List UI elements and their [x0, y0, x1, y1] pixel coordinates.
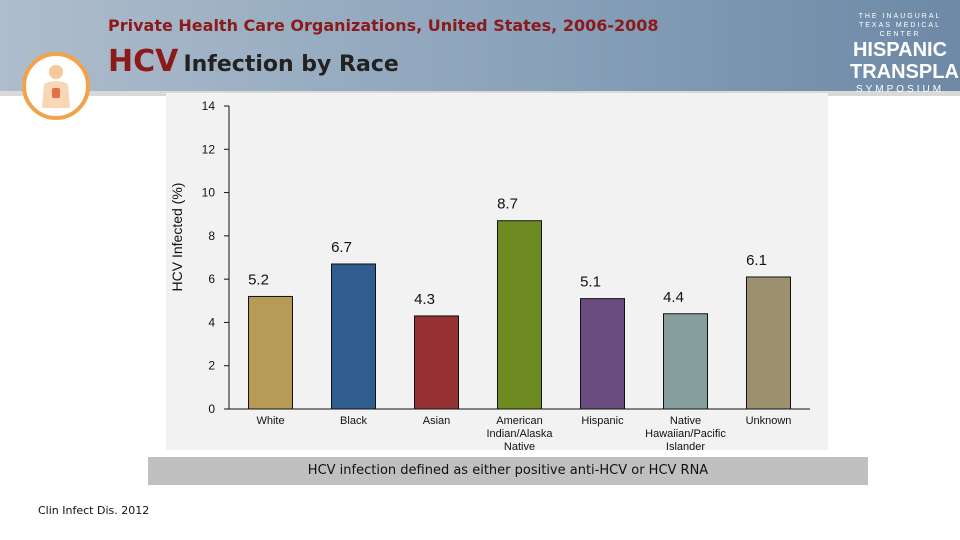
bar: [746, 276, 791, 410]
data-label: 4.4: [663, 289, 684, 306]
bar: [497, 220, 542, 410]
x-tick-label: Indian/Alaska: [486, 428, 553, 440]
y-axis-label: HCV Infected (%): [169, 183, 185, 292]
bar: [248, 295, 293, 410]
data-label: 6.7: [331, 239, 352, 256]
bar: [580, 298, 625, 410]
y-tick-label: 12: [202, 142, 216, 156]
title-highlight: HCV: [108, 44, 179, 79]
citation: Clin Infect Dis. 2012: [38, 504, 150, 517]
x-tick-label: Unknown: [746, 415, 792, 427]
title-rest: Infection by Race: [183, 52, 399, 77]
y-tick-label: 0: [208, 402, 215, 416]
x-tick-label: Hawaiian/Pacific: [645, 428, 726, 440]
bar: [331, 263, 376, 410]
bar: [414, 315, 459, 410]
footnote: HCV infection defined as either positive…: [148, 457, 868, 485]
y-tick-label: 14: [202, 99, 216, 113]
brand-line1: THE INAUGURAL: [858, 13, 942, 20]
data-label: 8.7: [497, 196, 518, 213]
x-tick-label: Native: [670, 415, 701, 427]
data-label: 5.2: [248, 271, 269, 288]
slide-title: HCV Infection by Race: [108, 44, 399, 79]
body-logo-icon: [22, 52, 90, 120]
brand-line5: SYMPOSIUM: [855, 84, 945, 95]
x-tick-label: White: [256, 415, 284, 427]
bar: [663, 313, 708, 410]
y-tick-label: 2: [208, 359, 215, 373]
y-tick-label: 10: [202, 186, 216, 200]
brand-line2: TEXAS MEDICAL CENTER: [858, 22, 941, 38]
slide-subtitle: Private Health Care Organizations, Unite…: [108, 16, 659, 35]
x-tick-label: Asian: [423, 415, 451, 427]
x-tick-label: Native: [504, 441, 535, 453]
brand-line3: HISPANIC: [852, 39, 948, 61]
data-label: 6.1: [746, 252, 767, 269]
data-label: 4.3: [414, 291, 435, 308]
x-tick-label: Islander: [666, 441, 705, 453]
y-tick-label: 8: [208, 229, 215, 243]
x-tick-label: American: [496, 415, 542, 427]
brand-line4: TRANSPLANT: [850, 61, 960, 83]
symposium-logo: THE INAUGURAL TEXAS MEDICAL CENTER HISPA…: [850, 12, 960, 97]
x-tick-label: Hispanic: [581, 415, 624, 427]
data-label: 5.1: [580, 274, 601, 291]
y-tick-label: 6: [208, 272, 215, 286]
y-tick-label: 4: [208, 315, 215, 329]
x-tick-label: Black: [340, 415, 367, 427]
header-banner: [0, 0, 960, 94]
